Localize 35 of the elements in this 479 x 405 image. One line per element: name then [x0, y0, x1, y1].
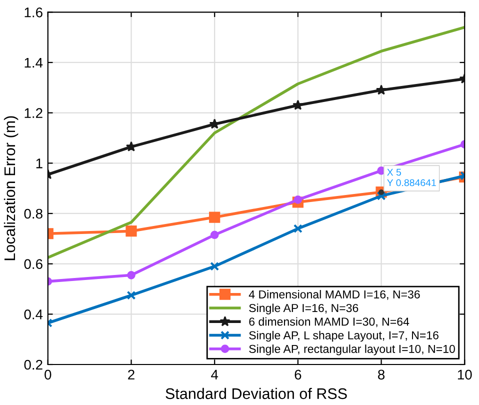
line-series [48, 26, 465, 259]
y-tick-label: 1 [36, 158, 42, 168]
point [292, 100, 304, 110]
y-tick-label: 0.2 [24, 360, 42, 370]
x-axis-title: Standard Deviation of RSS [166, 388, 347, 400]
point [209, 118, 220, 129]
x-tick-label: 10 [458, 370, 472, 380]
point [126, 290, 136, 300]
point [127, 270, 136, 280]
legend-label: Single AP, rectangular layout I=10, N=10 [249, 344, 455, 356]
y-tick-label: 0.4 [24, 310, 43, 320]
x-tick-label: 6 [294, 370, 302, 380]
point [376, 191, 386, 200]
point [210, 262, 220, 271]
legend-label: Single AP, L shape Layout, I=7, N=16 [249, 330, 438, 342]
point [210, 230, 219, 240]
point [209, 212, 220, 223]
point [293, 224, 302, 234]
y-tick-label: 0.8 [24, 208, 42, 219]
y-tick-label: 1.4 [24, 58, 43, 68]
legend-label: 4 Dimensional MAMD I=16, N=36 [248, 290, 420, 300]
legend-label: Single AP I=16, N=36 [249, 304, 358, 314]
y-axis-title: Localization Error (m) [4, 116, 18, 260]
annotation: X 5 Y 0.884641 [387, 168, 436, 186]
x-tick-label: 0 [44, 370, 52, 380]
point [294, 195, 302, 204]
x-tick-label: 4 [211, 370, 218, 380]
y-tick-label: 0.6 [24, 259, 42, 269]
x-tick-label: 2 [128, 370, 134, 380]
point [376, 84, 387, 95]
legend-label: 6 dimension MAMD I=30, N=64 [249, 317, 410, 328]
y-tick-label: 1.2 [24, 108, 42, 118]
point [126, 226, 137, 237]
y-tick-label: 1.6 [24, 7, 42, 18]
x-tick-label: 8 [378, 370, 385, 380]
